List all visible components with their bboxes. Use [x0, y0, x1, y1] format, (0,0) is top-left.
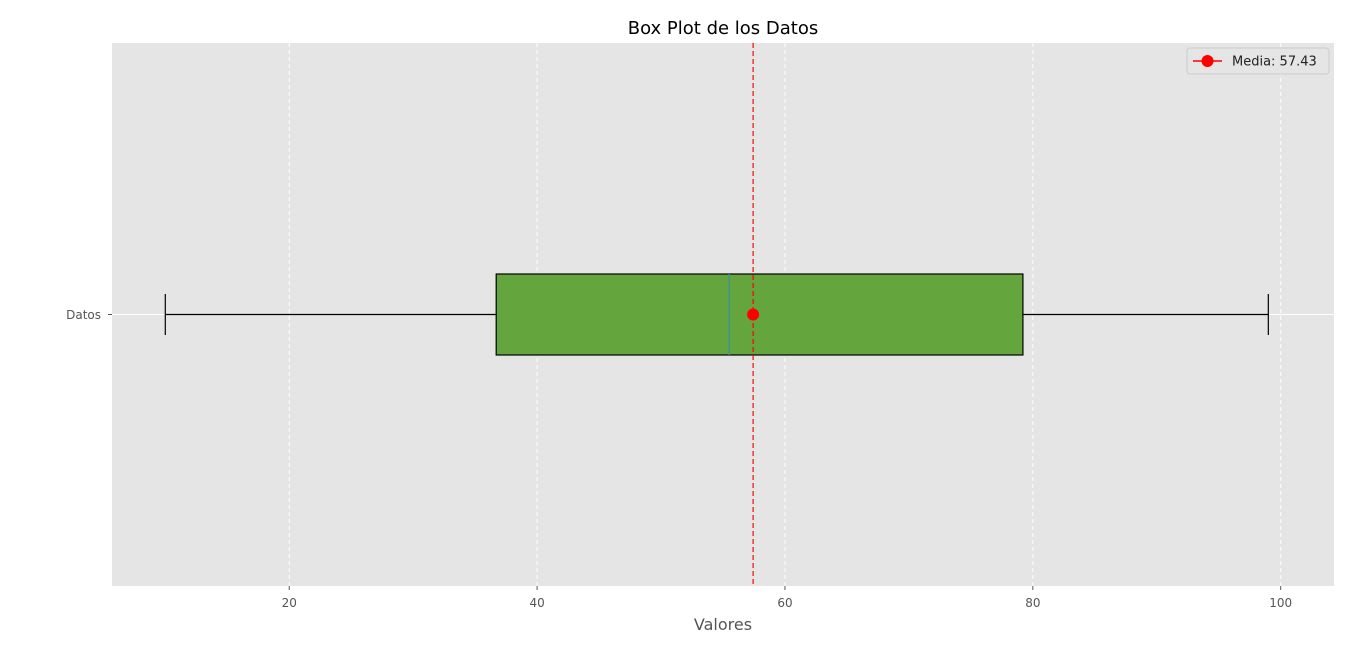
chart-title: Box Plot de los Datos — [628, 18, 819, 39]
x-tick-label-80: 80 — [1025, 596, 1040, 610]
x-axis-ticks: 20 40 60 80 100 — [282, 586, 1292, 610]
box-iqr — [495, 273, 1024, 356]
x-tick-label-40: 40 — [529, 596, 544, 610]
legend-label: Media: 57.43 — [1232, 55, 1317, 70]
legend-frame — [1186, 47, 1330, 75]
box-group — [164, 43, 1269, 586]
x-tick-label-100: 100 — [1269, 596, 1292, 610]
legend: Media: 57.43 — [1186, 47, 1330, 75]
y-tick-label: Datos — [66, 308, 101, 322]
legend-mean-marker — [1201, 55, 1214, 67]
x-tick-label-20: 20 — [282, 596, 297, 610]
y-axis-ticks: Datos — [66, 308, 112, 322]
mean-marker — [747, 308, 760, 321]
x-axis-label: Valores — [694, 615, 752, 634]
x-tick-label-60: 60 — [777, 596, 792, 610]
